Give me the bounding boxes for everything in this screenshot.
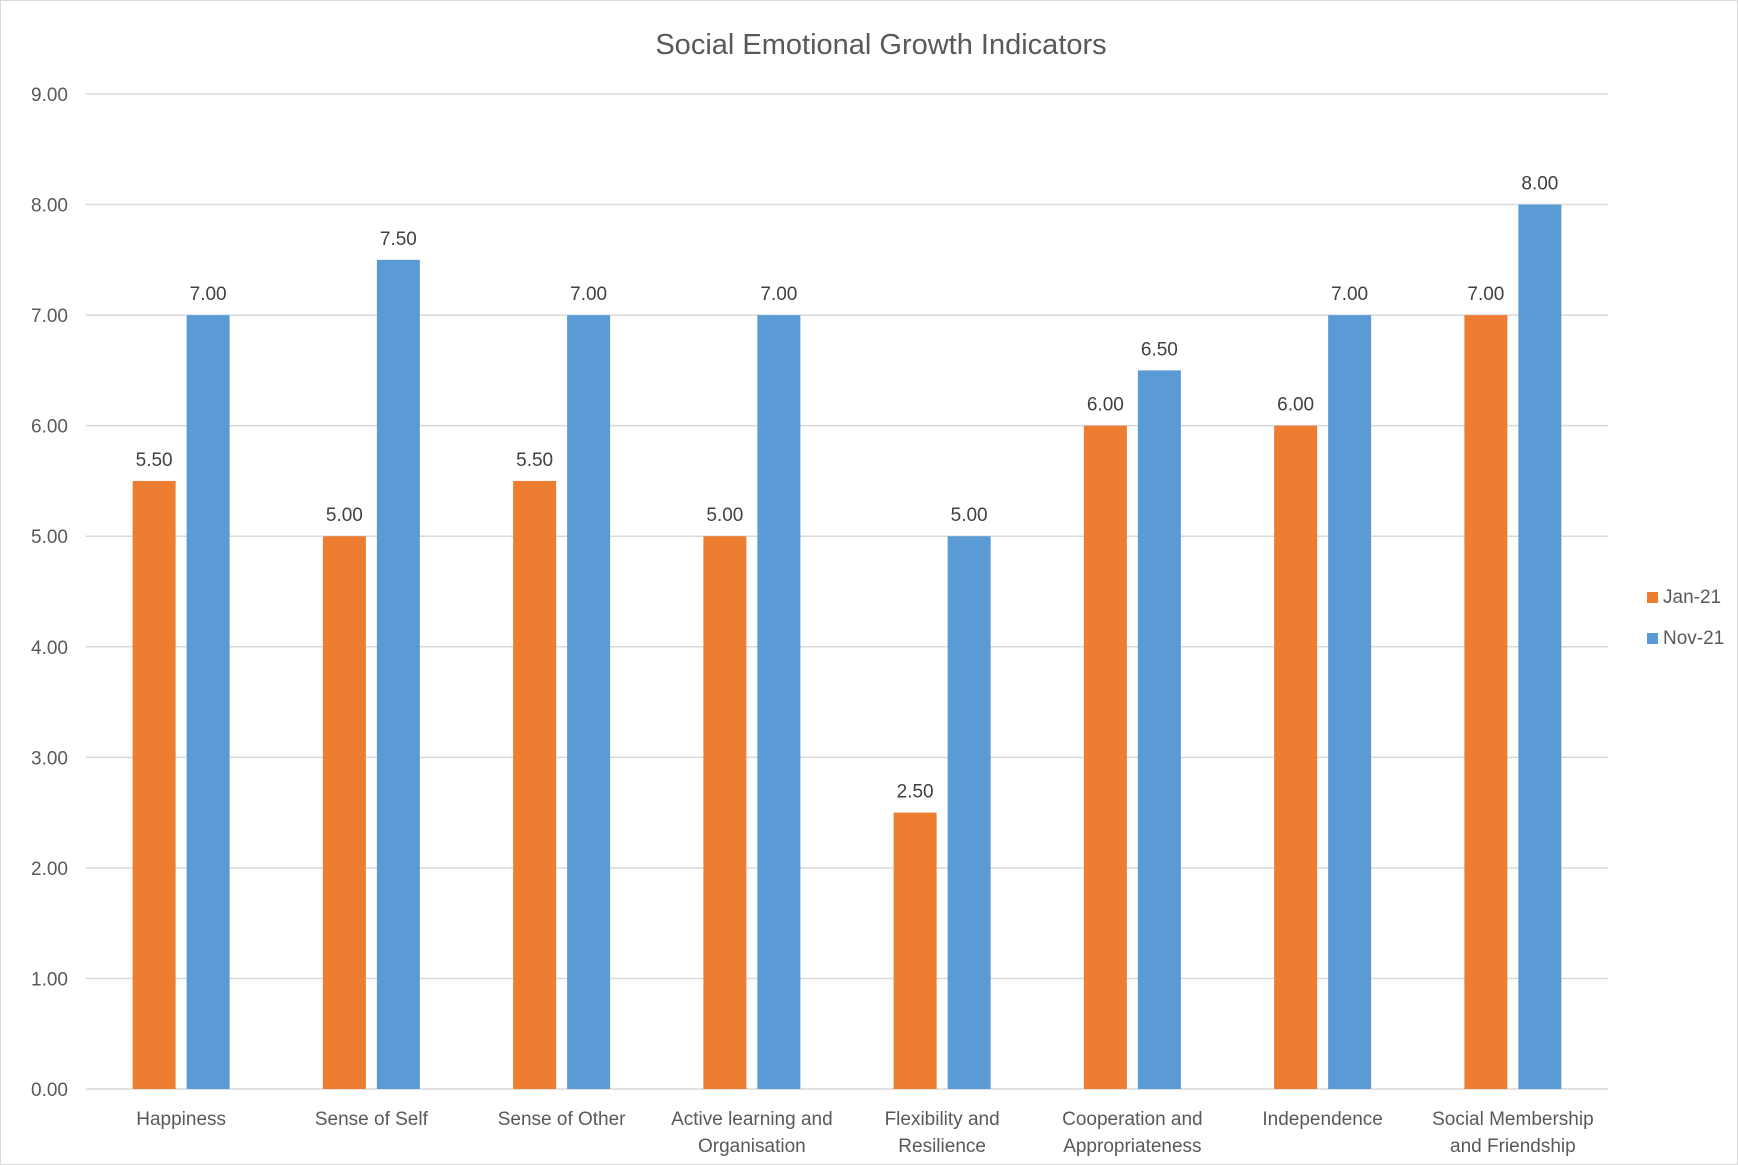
x-tick-label: Sense of Other xyxy=(498,1109,626,1130)
bar-nov-21[interactable] xyxy=(376,259,420,1089)
bar-nov-21[interactable] xyxy=(947,536,991,1089)
bar-jan-21[interactable] xyxy=(132,480,176,1089)
y-tick-label: 1.00 xyxy=(31,969,68,990)
bar-jan-21[interactable] xyxy=(513,480,557,1089)
bar-nov-21[interactable] xyxy=(567,315,611,1090)
data-label: 5.50 xyxy=(516,450,553,471)
x-tick-label: Appropriateness xyxy=(1063,1136,1201,1157)
y-tick-label: 8.00 xyxy=(31,196,68,217)
bar-jan-21[interactable] xyxy=(322,536,366,1089)
y-tick-label: 9.00 xyxy=(31,85,68,106)
data-label: 5.00 xyxy=(326,505,363,526)
y-tick-label: 4.00 xyxy=(31,638,68,659)
data-label: 5.00 xyxy=(951,505,988,526)
data-label: 5.00 xyxy=(706,505,743,526)
x-tick-label: Resilience xyxy=(898,1136,986,1157)
data-label: 7.00 xyxy=(570,284,607,305)
chart-title: Social Emotional Growth Indicators xyxy=(655,29,1106,61)
data-label: 7.00 xyxy=(190,284,227,305)
bar-jan-21[interactable] xyxy=(1464,315,1508,1090)
y-tick-label: 7.00 xyxy=(31,306,68,327)
data-label: 5.50 xyxy=(136,450,173,471)
data-label: 6.00 xyxy=(1087,395,1124,416)
x-tick-label: Happiness xyxy=(136,1109,226,1130)
x-tick-label: Organisation xyxy=(698,1136,806,1157)
data-label: 7.00 xyxy=(1331,284,1368,305)
bar-jan-21[interactable] xyxy=(1274,425,1318,1090)
bar-nov-21[interactable] xyxy=(757,315,801,1090)
legend-label: Nov-21 xyxy=(1663,628,1724,649)
y-tick-label: 2.00 xyxy=(31,859,68,880)
bar-jan-21[interactable] xyxy=(703,536,747,1089)
x-tick-label: Flexibility and xyxy=(885,1109,1000,1130)
x-tick-label: and Friendship xyxy=(1450,1136,1576,1157)
data-label: 7.00 xyxy=(1467,284,1504,305)
x-tick-label: Sense of Self xyxy=(315,1109,429,1130)
data-label: 6.50 xyxy=(1141,339,1178,360)
data-label: 2.50 xyxy=(897,782,934,803)
data-label: 6.00 xyxy=(1277,395,1314,416)
data-label: 8.00 xyxy=(1521,174,1558,195)
legend-label: Jan-21 xyxy=(1663,587,1721,608)
x-tick-label: Cooperation and xyxy=(1062,1109,1203,1130)
bar-nov-21[interactable] xyxy=(1518,204,1562,1090)
y-tick-label: 6.00 xyxy=(31,417,68,438)
bar-nov-21[interactable] xyxy=(1328,315,1372,1090)
y-tick-label: 5.00 xyxy=(31,527,68,548)
bar-nov-21[interactable] xyxy=(186,315,230,1090)
bar-nov-21[interactable] xyxy=(1137,370,1181,1089)
y-tick-label: 0.00 xyxy=(31,1080,68,1101)
x-tick-label: Independence xyxy=(1262,1109,1382,1130)
legend-swatch xyxy=(1647,633,1658,644)
x-tick-label: Social Membership xyxy=(1432,1109,1594,1130)
legend-swatch xyxy=(1647,592,1658,603)
data-label: 7.00 xyxy=(760,284,797,305)
bar-jan-21[interactable] xyxy=(893,812,937,1089)
x-tick-label: Active learning and xyxy=(671,1109,833,1130)
bar-jan-21[interactable] xyxy=(1083,425,1127,1090)
data-label: 7.50 xyxy=(380,229,417,250)
y-tick-label: 3.00 xyxy=(31,748,68,769)
